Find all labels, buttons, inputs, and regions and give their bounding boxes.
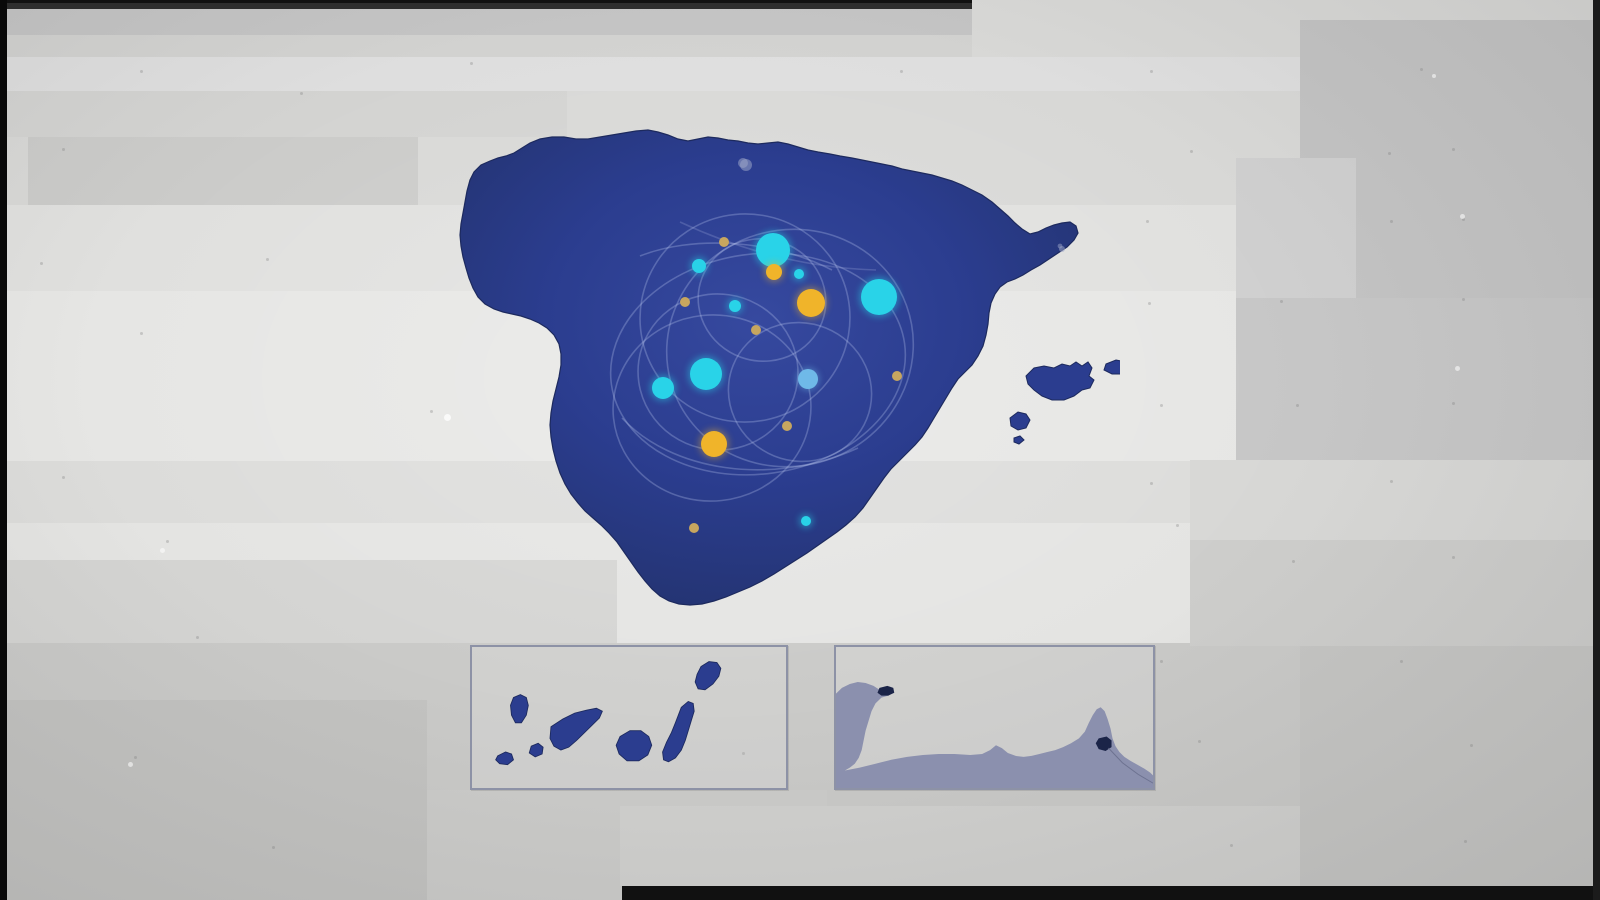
map-marker-m20[interactable] <box>1059 246 1065 252</box>
la-palma-island <box>510 694 529 724</box>
map-marker-m13[interactable] <box>729 300 741 312</box>
map-marker-m02[interactable] <box>861 279 897 315</box>
map-marker-m06[interactable] <box>701 431 727 457</box>
backdrop-block-left-low <box>7 700 427 900</box>
fuerteventura-island <box>662 700 695 763</box>
map-marker-m16[interactable] <box>892 371 902 381</box>
canary-islands-svg <box>495 661 722 766</box>
el-hierro-island <box>495 751 514 766</box>
backdrop-panel-strip-c <box>28 137 418 205</box>
letterbox-top-edge <box>0 0 972 3</box>
map-marker-m01[interactable] <box>756 233 790 267</box>
map-marker-m03[interactable] <box>797 289 825 317</box>
map-marker-m19[interactable] <box>740 159 752 171</box>
map-marker-m15[interactable] <box>782 421 792 431</box>
mallorca-island <box>1025 361 1095 401</box>
coast-thin-line <box>1108 747 1153 784</box>
backdrop-panel-strip-b <box>7 91 567 137</box>
strait-coast-inset[interactable] <box>834 645 1155 790</box>
spain-map-svg <box>459 129 1120 606</box>
letterbox-bottom-bar <box>622 886 1600 900</box>
formentera-island <box>1013 435 1025 445</box>
backdrop-panel-upper-left <box>7 9 972 35</box>
menorca-island <box>1103 359 1120 375</box>
spain-map <box>440 118 1120 638</box>
map-marker-m10[interactable] <box>794 269 804 279</box>
strait-coast-svg <box>836 682 1153 788</box>
north-africa-coast-shape <box>836 682 1153 788</box>
ibiza-island <box>1009 411 1031 431</box>
lanzarote-island <box>694 661 722 691</box>
map-marker-m08[interactable] <box>692 259 706 273</box>
backdrop-panel-upper-left-2 <box>7 35 972 57</box>
map-marker-m07[interactable] <box>798 369 818 389</box>
map-marker-m17[interactable] <box>689 523 699 533</box>
balearic-islands <box>1009 359 1120 445</box>
la-gomera-island <box>528 742 544 758</box>
backdrop-block-right-bottom <box>1190 460 1593 540</box>
letterbox-left-bar <box>0 0 7 900</box>
letterbox-top-bar <box>0 0 972 9</box>
letterbox-right-bar <box>1593 0 1600 900</box>
map-marker-m12[interactable] <box>680 297 690 307</box>
tenerife-island <box>549 707 603 751</box>
backdrop-block-right-foot <box>1300 646 1593 900</box>
ceuta-marker <box>877 685 895 696</box>
map-marker-m18[interactable] <box>801 516 811 526</box>
gran-canaria-island <box>615 730 653 762</box>
map-marker-m05[interactable] <box>652 377 674 399</box>
backdrop-block-right-low <box>1236 298 1593 460</box>
backdrop-block-right-bottom-2 <box>1190 540 1593 646</box>
peninsula-shape <box>459 129 1079 606</box>
map-marker-m04[interactable] <box>690 358 722 390</box>
map-marker-m11[interactable] <box>719 237 729 247</box>
canary-islands-inset[interactable] <box>470 645 788 790</box>
backdrop-block-right-mid <box>1236 158 1356 298</box>
map-marker-m14[interactable] <box>751 325 761 335</box>
backdrop-panel-lower-light <box>7 560 617 643</box>
melilla-marker <box>1095 736 1112 752</box>
backdrop-block-centre-footer <box>620 806 1300 886</box>
map-marker-m09[interactable] <box>766 264 782 280</box>
